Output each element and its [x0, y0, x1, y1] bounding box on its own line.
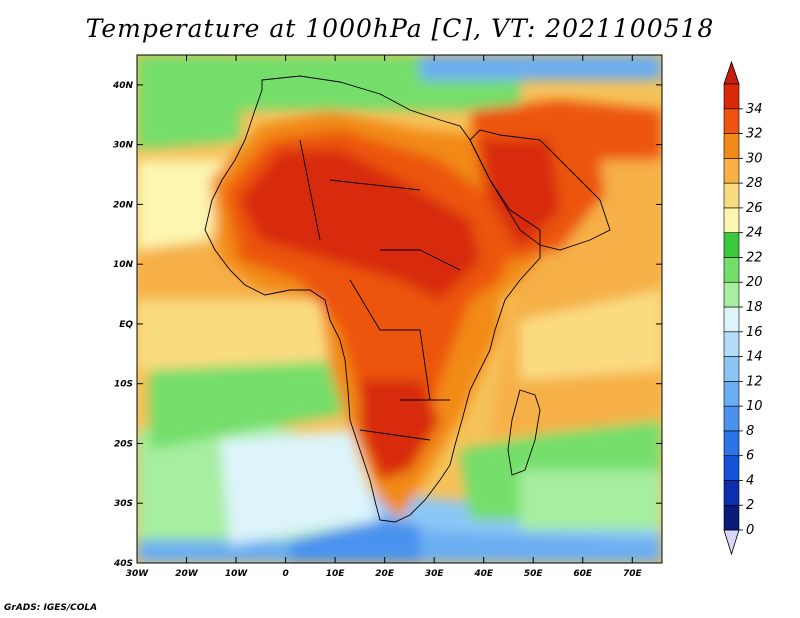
colorbar-label: 28 — [746, 176, 763, 191]
colorbar-label: 6 — [746, 449, 754, 464]
colorbar-under-arrow — [723, 529, 740, 556]
map-axes: 30W 20W 10W 0 10E 20E 30E 40E 50E 60E 70E 40S 30S 20S… — [112, 55, 662, 579]
colorbar-swatch — [723, 207, 740, 233]
colorbar-label: 14 — [746, 350, 763, 365]
colorbar-label: 16 — [746, 325, 763, 340]
x-tick-label: 70E — [623, 569, 643, 579]
x-tick-label: 60E — [573, 569, 593, 579]
colorbar-label: 24 — [746, 226, 763, 241]
colorbar-label: 2 — [746, 498, 754, 513]
colorbar-label: 12 — [746, 374, 763, 389]
colorbar-swatch — [723, 232, 740, 258]
y-tick-label: 10S — [114, 380, 133, 390]
colorbar-swatch — [723, 133, 740, 159]
temperature-field — [137, 55, 662, 563]
colorbar-swatch — [723, 257, 740, 283]
x-tick-label: 10W — [225, 569, 249, 579]
colorbar-label: 0 — [746, 523, 754, 538]
colorbar-label: 20 — [746, 275, 763, 290]
x-tick-label: 0 — [282, 569, 288, 579]
x-tick-label: 40E — [473, 569, 494, 579]
y-tick-label: 10N — [113, 260, 134, 270]
colorbar-over-arrow — [723, 60, 740, 85]
y-tick-label: 40N — [112, 81, 134, 91]
credit-text: GrADS: IGES/COLA — [4, 603, 98, 613]
colorbar-swatch — [723, 430, 740, 456]
colorbar-label: 26 — [746, 201, 763, 216]
colorbar-label: 32 — [746, 127, 763, 142]
x-tick-label: 20E — [375, 569, 395, 579]
map-frame — [136, 54, 663, 564]
x-tick-label: 50E — [524, 569, 544, 579]
x-tick-label: 10E — [326, 569, 346, 579]
coastlines — [204, 75, 611, 523]
x-tick-label: 30W — [126, 569, 150, 579]
y-tick-label: 20N — [113, 200, 134, 210]
colorbar-swatch — [723, 455, 740, 481]
colorbar-label: 18 — [746, 300, 763, 315]
y-tick-label: 20S — [114, 439, 133, 449]
y-tick-label: 30S — [114, 499, 133, 509]
colorbar-swatch — [723, 331, 740, 357]
colorbar-swatch — [723, 480, 740, 506]
map-title: Temperature at 1000hPa [C], VT: 20211005… — [85, 14, 715, 43]
colorbar-label: 34 — [746, 102, 763, 117]
colorbar-swatch — [723, 83, 740, 110]
colorbar-label: 30 — [746, 151, 763, 166]
colorbar-swatch — [723, 108, 740, 134]
colorbar-swatch — [723, 405, 740, 432]
colorbar-swatch — [723, 281, 740, 308]
x-tick-label: 20W — [175, 569, 199, 579]
x-tick-label: 30E — [425, 569, 445, 579]
colorbar-swatch — [723, 182, 740, 209]
colorbar-swatch — [723, 356, 740, 382]
colorbar-label: 10 — [746, 399, 763, 414]
colorbar-label: 22 — [746, 250, 763, 265]
colorbar-label: 8 — [746, 424, 754, 439]
colorbar-label: 4 — [746, 473, 754, 488]
colorbar-swatch — [723, 504, 740, 531]
y-tick-label: 40S — [113, 559, 133, 569]
colorbar-swatch — [723, 381, 740, 407]
y-tick-label: 30N — [113, 141, 134, 151]
colorbar-swatch — [723, 158, 740, 184]
y-tick-label: EQ — [119, 320, 133, 330]
colorbar-swatch — [723, 306, 740, 333]
